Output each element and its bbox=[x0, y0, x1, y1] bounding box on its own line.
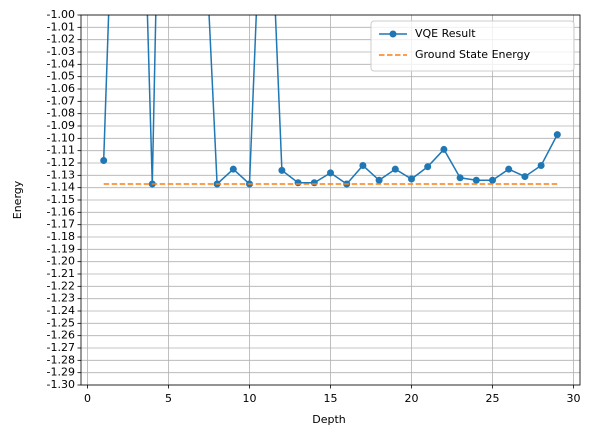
x-tick-label: 20 bbox=[405, 392, 419, 405]
data-point bbox=[294, 179, 302, 187]
y-tick-label: -1.15 bbox=[47, 193, 75, 206]
legend-box bbox=[370, 20, 575, 72]
y-tick-label: -1.29 bbox=[47, 366, 75, 379]
data-point bbox=[310, 179, 318, 187]
y-tick-label: -1.16 bbox=[47, 205, 75, 218]
y-tick-label: -1.03 bbox=[47, 45, 75, 58]
data-point bbox=[359, 161, 367, 169]
y-tick-label: -1.02 bbox=[47, 33, 75, 46]
x-tick-label: 5 bbox=[165, 392, 172, 405]
y-tick-label: -1.05 bbox=[47, 70, 75, 83]
data-point bbox=[278, 166, 286, 174]
y-tick-label: -1.19 bbox=[47, 242, 75, 255]
data-point bbox=[375, 176, 383, 184]
y-axis-label: Energy bbox=[11, 180, 24, 219]
data-point bbox=[440, 145, 448, 153]
x-axis-label: Depth bbox=[312, 413, 346, 426]
data-point bbox=[537, 161, 545, 169]
y-tick-label: -1.12 bbox=[47, 156, 75, 169]
y-tick-label: -1.07 bbox=[47, 94, 75, 107]
x-tick-label: 25 bbox=[486, 392, 500, 405]
y-tick-label: -1.27 bbox=[47, 341, 75, 354]
y-tick-label: -1.04 bbox=[47, 57, 75, 70]
y-tick-label: -1.10 bbox=[47, 131, 75, 144]
data-point bbox=[391, 165, 399, 173]
y-tick-label: -1.25 bbox=[47, 316, 75, 329]
legend-label: Ground State Energy bbox=[415, 48, 531, 61]
y-tick-label: -1.30 bbox=[47, 378, 75, 391]
data-point bbox=[229, 165, 237, 173]
x-tick-label: 0 bbox=[84, 392, 91, 405]
data-point bbox=[456, 174, 464, 182]
x-tick-label: 10 bbox=[242, 392, 256, 405]
y-tick-label: -1.01 bbox=[47, 20, 75, 33]
plot-frame bbox=[80, 14, 581, 386]
y-tick-label: -1.24 bbox=[47, 304, 75, 317]
y-tick-label: -1.26 bbox=[47, 329, 75, 342]
y-tick-label: -1.17 bbox=[47, 218, 75, 231]
data-point bbox=[408, 175, 416, 183]
data-point bbox=[424, 163, 432, 171]
legend-label: VQE Result bbox=[415, 27, 476, 40]
y-tick-label: -1.22 bbox=[47, 279, 75, 292]
data-point bbox=[553, 131, 561, 139]
data-point bbox=[489, 176, 497, 184]
y-tick-label: -1.08 bbox=[47, 107, 75, 120]
data-point bbox=[100, 157, 108, 165]
data-point bbox=[472, 176, 480, 184]
y-tick-label: -1.21 bbox=[47, 267, 75, 280]
y-tick-label: -1.28 bbox=[47, 353, 75, 366]
data-point bbox=[327, 169, 334, 177]
y-tick-label: -1.18 bbox=[47, 230, 75, 243]
y-tick-label: -1.14 bbox=[47, 181, 75, 194]
plot-area bbox=[100, 15, 561, 188]
y-tick-label: -1.06 bbox=[47, 82, 75, 95]
y-tick-label: -1.09 bbox=[47, 119, 75, 132]
y-tick-label: -1.00 bbox=[47, 8, 75, 21]
y-tick-label: -1.20 bbox=[47, 255, 75, 268]
y-tick-label: -1.23 bbox=[47, 292, 75, 305]
x-tick-label: 30 bbox=[567, 392, 581, 405]
data-point bbox=[505, 165, 513, 173]
y-tick-label: -1.13 bbox=[47, 168, 75, 181]
legend-marker bbox=[389, 30, 397, 38]
x-tick-label: 15 bbox=[324, 392, 338, 405]
data-point bbox=[521, 173, 529, 181]
y-tick-label: -1.11 bbox=[47, 144, 75, 157]
